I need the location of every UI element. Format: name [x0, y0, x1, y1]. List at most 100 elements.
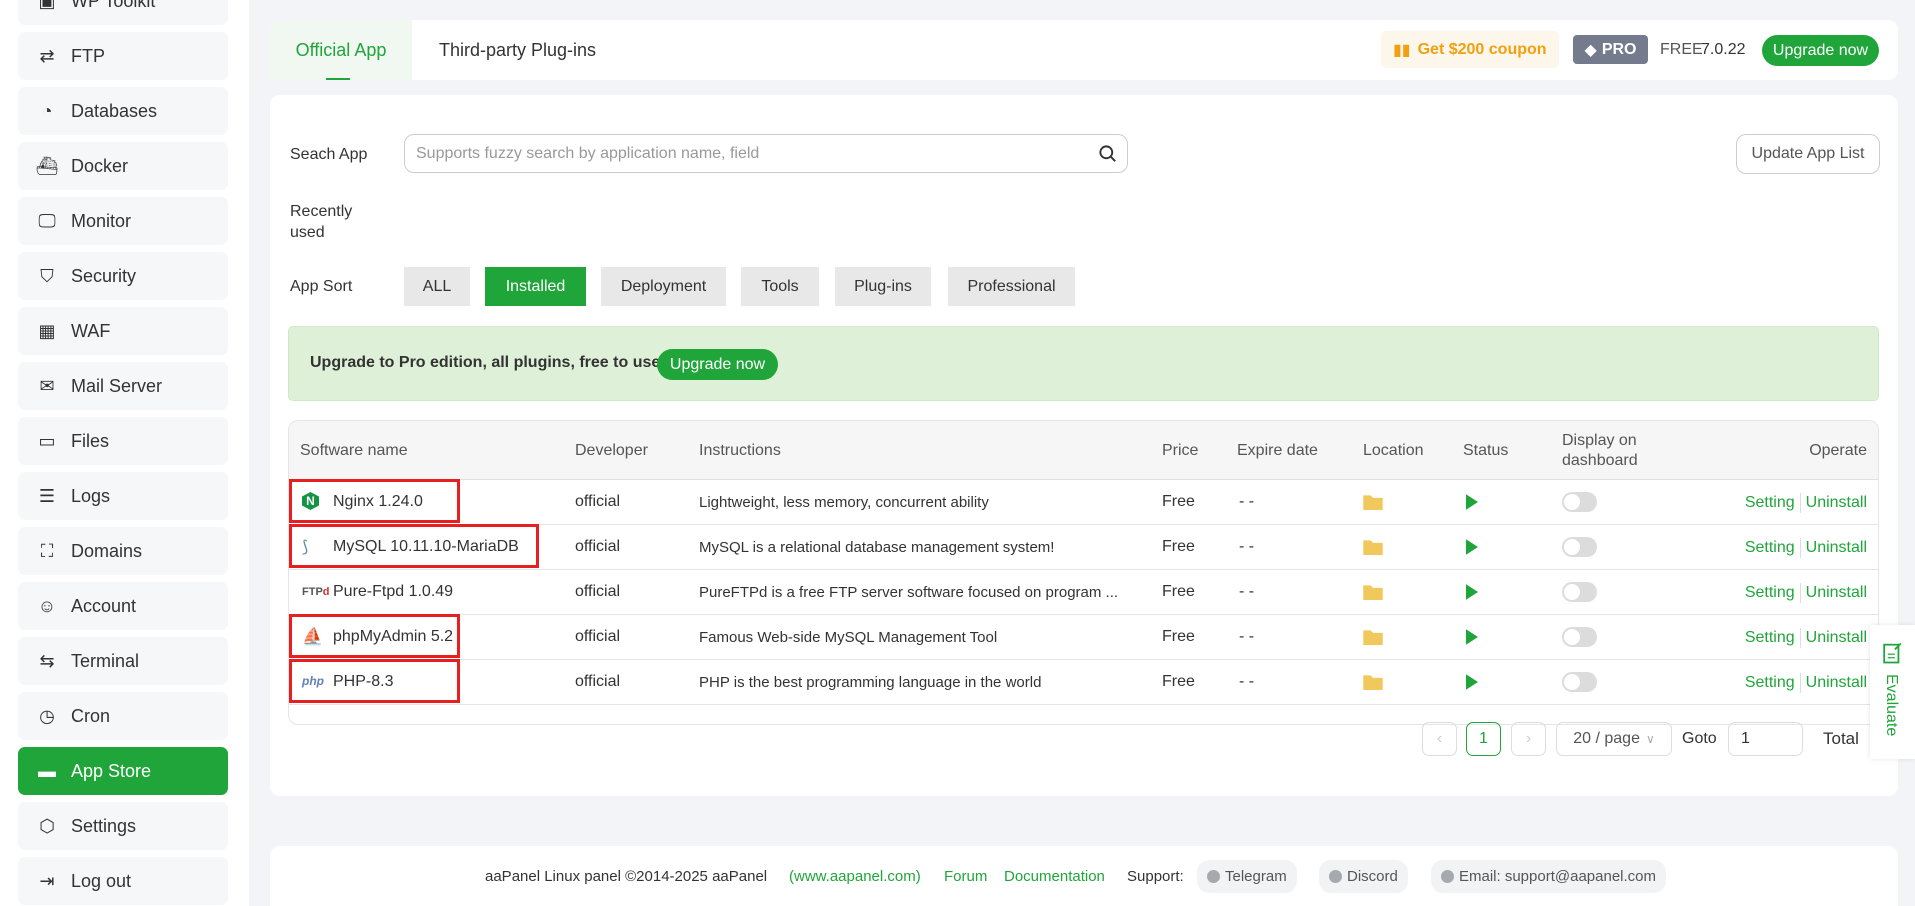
play-icon[interactable] — [1466, 494, 1478, 515]
sidebar-item-log-out[interactable]: ⇥ Log out — [18, 857, 228, 905]
expire-date: - - — [1239, 493, 1255, 510]
sidebar-item-files[interactable]: ▭ Files — [18, 417, 228, 465]
forum-link[interactable]: Forum — [944, 868, 988, 885]
page-1-button[interactable]: 1 — [1466, 722, 1501, 756]
setting-link[interactable]: Setting — [1744, 584, 1795, 601]
setting-link[interactable]: Setting — [1744, 539, 1795, 556]
sidebar-item-settings[interactable]: ⬡ Settings — [18, 802, 228, 850]
folder-icon[interactable] — [1363, 673, 1383, 695]
goto-input[interactable]: 1 — [1728, 722, 1803, 756]
sort-plugins[interactable]: Plug-ins — [835, 267, 931, 306]
dashboard-toggle[interactable] — [1562, 627, 1597, 647]
email-label: Email: support@aapanel.com — [1459, 868, 1656, 885]
price: Free — [1162, 538, 1195, 555]
sidebar-item-security[interactable]: ⛉ Security — [18, 252, 228, 300]
col-software-name: Software name — [300, 442, 408, 459]
sidebar-item-logs[interactable]: ☰ Logs — [18, 472, 228, 520]
tab-official-app[interactable]: Official App — [270, 20, 412, 80]
update-app-list-button[interactable]: Update App List — [1736, 134, 1880, 174]
search-icon[interactable] — [1098, 144, 1117, 163]
play-icon[interactable] — [1466, 674, 1478, 695]
sort-installed[interactable]: Installed — [485, 267, 586, 306]
setting-link[interactable]: Setting — [1744, 674, 1795, 691]
coupon-icon: ▮▮ — [1393, 41, 1411, 59]
software-name[interactable]: phpMyAdmin 5.2 — [333, 628, 454, 645]
evaluate-button[interactable]: Evaluate — [1870, 625, 1915, 759]
sidebar-item-wp-toolkit[interactable]: ▣ WP Toolkit — [18, 0, 228, 25]
dashboard-toggle[interactable] — [1562, 492, 1597, 512]
sidebar-item-label: Domains — [71, 540, 143, 561]
banner-upgrade-button[interactable]: Upgrade now — [657, 349, 778, 380]
folder-icon[interactable] — [1363, 538, 1383, 560]
discord-button[interactable]: Discord — [1319, 860, 1408, 893]
sidebar-item-monitor[interactable]: 🖵 Monitor — [18, 197, 228, 245]
uninstall-link[interactable]: Uninstall — [1805, 629, 1867, 646]
play-icon[interactable] — [1466, 539, 1478, 560]
sidebar-item-cron[interactable]: ◷ Cron — [18, 692, 228, 740]
upgrade-now-button[interactable]: Upgrade now — [1762, 35, 1879, 66]
setting-link[interactable]: Setting — [1744, 629, 1795, 646]
sidebar-item-ftp[interactable]: ⇄ FTP — [18, 32, 228, 80]
sidebar-item-databases[interactable]: ◔ Databases — [18, 87, 228, 135]
software-name[interactable]: PHP-8.3 — [333, 673, 394, 690]
user-icon: ☺ — [37, 595, 57, 616]
copyright-text: aaPanel Linux panel ©2014-2025 aaPanel — [485, 868, 768, 885]
sidebar-item-waf[interactable]: ▦ WAF — [18, 307, 228, 355]
page-size-select[interactable]: 20 / page ∨ — [1556, 722, 1672, 756]
prev-page-button[interactable]: ‹ — [1422, 722, 1457, 756]
sidebar-item-label: Monitor — [71, 210, 132, 231]
divider — [1799, 538, 1801, 558]
uninstall-link[interactable]: Uninstall — [1805, 584, 1867, 601]
sidebar-item-docker[interactable]: ⛴ Docker — [18, 142, 228, 190]
website-link[interactable]: (www.aapanel.com) — [789, 868, 921, 885]
uninstall-link[interactable]: Uninstall — [1805, 674, 1867, 691]
search-input[interactable]: Supports fuzzy search by application nam… — [404, 134, 1128, 173]
folder-icon[interactable] — [1363, 583, 1383, 605]
ftp-icon: FTPd — [302, 586, 330, 598]
diamond-icon: ◆ — [1584, 41, 1597, 59]
next-page-button[interactable]: › — [1511, 722, 1546, 756]
software-name[interactable]: Nginx 1.24.0 — [333, 493, 423, 510]
sort-professional[interactable]: Professional — [948, 267, 1075, 306]
software-name[interactable]: MySQL 10.11.10-MariaDB — [333, 538, 519, 555]
pro-badge[interactable]: ◆ PRO — [1573, 35, 1648, 64]
dashboard-toggle[interactable] — [1562, 537, 1597, 557]
table-row: php PHP-8.3 official PHP is the best pro… — [289, 659, 1878, 705]
price: Free — [1162, 628, 1195, 645]
footer: aaPanel Linux panel ©2014-2025 aaPanel (… — [270, 846, 1898, 906]
sidebar-item-domains[interactable]: ⛶ Domains — [18, 527, 228, 575]
app-table: Software name Developer Instructions Pri… — [288, 420, 1879, 725]
sidebar-item-terminal[interactable]: ⇆ Terminal — [18, 637, 228, 685]
software-name[interactable]: Pure-Ftpd 1.0.49 — [333, 583, 454, 600]
telegram-button[interactable]: Telegram — [1197, 860, 1297, 893]
sidebar-item-account[interactable]: ☺ Account — [18, 582, 228, 630]
sort-tools[interactable]: Tools — [741, 267, 819, 306]
table-header: Software name Developer Instructions Pri… — [289, 421, 1878, 480]
table-row: FTPd Pure-Ftpd 1.0.49 official PureFTPd … — [289, 570, 1878, 615]
col-operate: Operate — [1809, 442, 1867, 459]
sidebar-item-label: Terminal — [71, 650, 140, 671]
price: Free — [1162, 583, 1195, 600]
setting-link[interactable]: Setting — [1744, 494, 1795, 511]
price: Free — [1162, 493, 1195, 510]
sort-all[interactable]: ALL — [404, 267, 470, 306]
sort-deployment[interactable]: Deployment — [601, 267, 726, 306]
highlight-box — [289, 659, 460, 703]
col-instructions: Instructions — [699, 442, 781, 459]
email-button[interactable]: Email: support@aapanel.com — [1431, 860, 1666, 893]
sidebar-item-mail-server[interactable]: ✉ Mail Server — [18, 362, 228, 410]
play-icon[interactable] — [1466, 584, 1478, 605]
row-actions: Setting Uninstall — [1745, 628, 1867, 648]
dashboard-toggle[interactable] — [1562, 672, 1597, 692]
dashboard-toggle[interactable] — [1562, 582, 1597, 602]
sidebar-item-app-store[interactable]: ▬ App Store — [18, 747, 228, 795]
documentation-link[interactable]: Documentation — [1004, 868, 1105, 885]
uninstall-link[interactable]: Uninstall — [1805, 494, 1867, 511]
tab-third-party-plugins[interactable]: Third-party Plug-ins — [439, 39, 597, 60]
uninstall-link[interactable]: Uninstall — [1805, 539, 1867, 556]
folder-icon[interactable] — [1363, 628, 1383, 650]
play-icon[interactable] — [1466, 629, 1478, 650]
folder-icon[interactable] — [1363, 493, 1383, 515]
coupon-button[interactable]: ▮▮ Get $200 coupon — [1381, 31, 1559, 68]
sidebar-item-label: Files — [71, 430, 110, 451]
